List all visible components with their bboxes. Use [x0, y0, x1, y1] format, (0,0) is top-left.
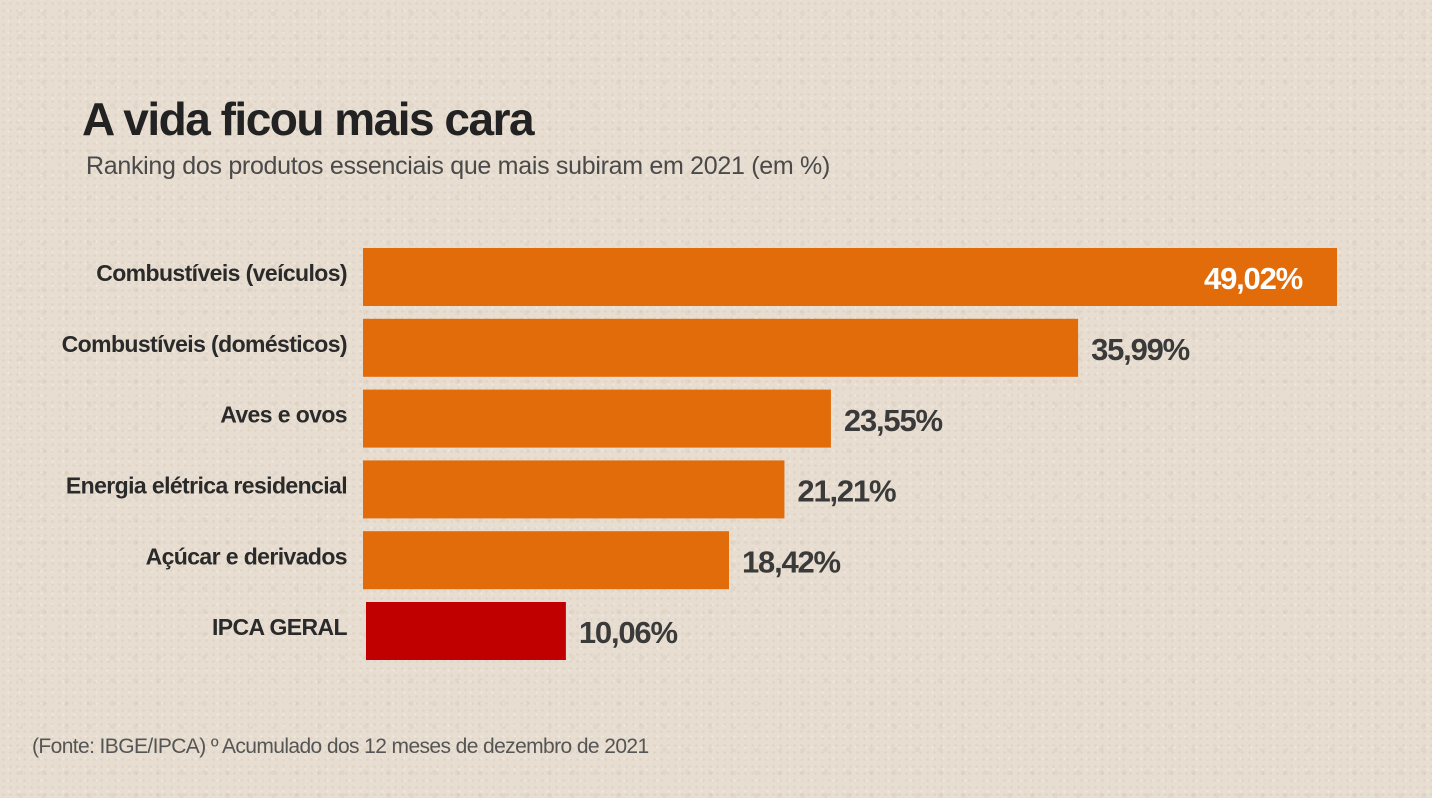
bar — [363, 389, 831, 448]
category-label: Aves e ovos — [220, 402, 347, 428]
bar — [363, 460, 785, 519]
category-label: Combustíveis (veículos) — [96, 260, 347, 286]
category-label: Combustíveis (domésticos) — [62, 331, 347, 357]
bar — [366, 602, 566, 660]
category-label: IPCA GERAL — [212, 614, 348, 640]
value-label: 35,99% — [1091, 332, 1190, 367]
bar-chart: Combustíveis (veículos) 49,02% Combustívei… — [62, 248, 1337, 660]
value-label: 21,21% — [797, 474, 896, 509]
bar — [363, 248, 1337, 306]
value-label: 10,06% — [579, 615, 678, 650]
bar — [363, 531, 729, 590]
source-note: (Fonte: IBGE/IPCA) º Acumulado dos 12 me… — [32, 735, 649, 758]
bar — [363, 318, 1079, 377]
value-label: 18,42% — [742, 544, 841, 579]
chart-title: A vida ficou mais cara — [82, 93, 535, 145]
category-label: Energia elétrica residencial — [66, 472, 347, 498]
category-label: Açúcar e derivados — [146, 543, 347, 569]
value-label: 49,02% — [1204, 261, 1303, 296]
value-label: 23,55% — [844, 403, 943, 438]
chart-subtitle: Ranking dos produtos essenciais que mais… — [86, 152, 830, 180]
